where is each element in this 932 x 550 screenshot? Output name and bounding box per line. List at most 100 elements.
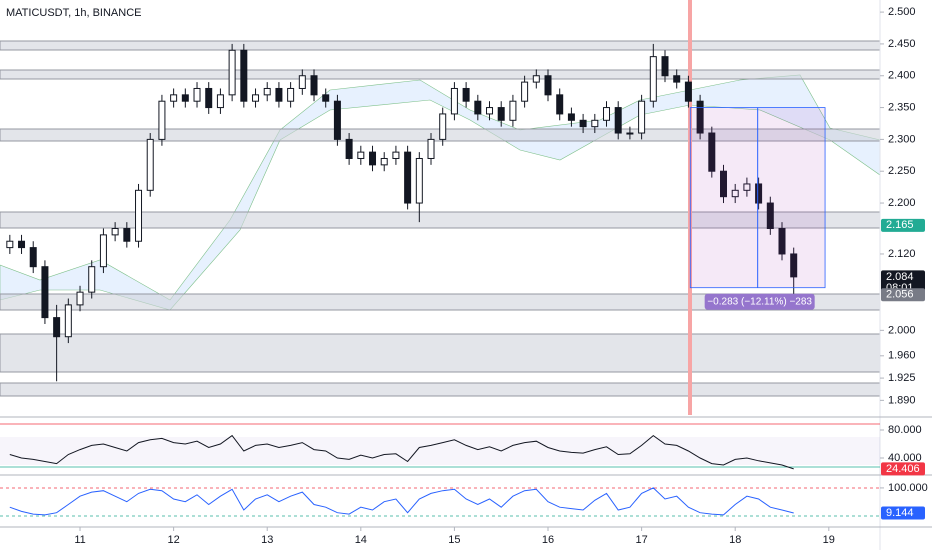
candle-body bbox=[497, 107, 505, 121]
candle-body bbox=[380, 157, 388, 166]
candle-body bbox=[708, 132, 716, 172]
candle-body bbox=[614, 107, 622, 134]
candle-body bbox=[579, 119, 587, 128]
candle-body bbox=[287, 87, 295, 102]
x-tick-label: 13 bbox=[261, 534, 273, 546]
candle-body bbox=[486, 107, 494, 115]
candle-body bbox=[684, 81, 692, 102]
candle-body bbox=[450, 87, 458, 115]
candle-body bbox=[521, 81, 529, 102]
candle-body bbox=[649, 56, 657, 102]
y-tick-label: 1.890 bbox=[888, 394, 916, 406]
price-tag: 2.084 bbox=[886, 271, 914, 283]
candle-body bbox=[29, 247, 37, 268]
y-tick-label: 2.450 bbox=[888, 38, 916, 50]
x-tick-label: 12 bbox=[167, 534, 179, 546]
price-tag-bg bbox=[881, 462, 925, 476]
price-tag: 2.165 bbox=[886, 219, 914, 231]
candle-body bbox=[322, 94, 330, 102]
x-tick-label: 17 bbox=[635, 534, 647, 546]
candle-body bbox=[439, 113, 447, 140]
y-tick-label: 80.000 bbox=[888, 424, 922, 436]
x-tick-label: 19 bbox=[823, 534, 835, 546]
candle-body bbox=[415, 157, 423, 204]
candle-body bbox=[638, 100, 646, 134]
price-tag: 24.406 bbox=[886, 463, 920, 475]
candle-body bbox=[310, 75, 318, 96]
candle-body bbox=[88, 266, 96, 293]
candle-body bbox=[357, 151, 365, 159]
candle-body bbox=[556, 94, 564, 115]
candle-body bbox=[252, 94, 260, 102]
x-tick-label: 11 bbox=[74, 534, 85, 546]
candle-body bbox=[240, 49, 248, 102]
candle-body bbox=[76, 291, 84, 306]
zones bbox=[0, 40, 881, 397]
zone bbox=[0, 333, 881, 373]
candle-body bbox=[333, 100, 341, 140]
x-tick-label: 14 bbox=[355, 534, 367, 546]
y-tick-label: 100.000 bbox=[888, 482, 928, 494]
candle-body bbox=[462, 87, 470, 102]
candle-body bbox=[474, 100, 482, 115]
y-tick-label: 1.960 bbox=[888, 350, 916, 362]
candle-body bbox=[603, 107, 611, 121]
candle-body bbox=[392, 151, 400, 159]
candle-body bbox=[673, 75, 681, 83]
candle-body bbox=[6, 240, 14, 249]
rsi-band bbox=[0, 437, 880, 465]
candle-body bbox=[369, 151, 377, 166]
y-tick-label: 2.200 bbox=[888, 197, 916, 209]
candle-body bbox=[146, 138, 154, 191]
candle-body bbox=[158, 100, 166, 140]
candle-body bbox=[404, 151, 412, 204]
candle-body bbox=[64, 304, 72, 338]
price-tag: 9.144 bbox=[886, 507, 914, 519]
y-tick-label: 2.120 bbox=[888, 248, 916, 260]
candle-body bbox=[743, 183, 751, 191]
candle-body bbox=[755, 183, 763, 204]
y-tick-label: 1.925 bbox=[888, 372, 916, 384]
candle-body bbox=[720, 170, 728, 198]
candle-body bbox=[111, 228, 119, 236]
price-tag-bg bbox=[881, 218, 925, 232]
candle-body bbox=[778, 228, 786, 255]
candle-body bbox=[509, 100, 517, 121]
candle-body bbox=[193, 87, 201, 102]
indicator-line bbox=[9, 487, 794, 516]
candle-body bbox=[123, 228, 131, 242]
candle-body bbox=[532, 75, 540, 83]
measure-label-bg bbox=[704, 293, 815, 310]
candle-body bbox=[544, 75, 552, 96]
y-tick-label: 2.500 bbox=[888, 6, 916, 18]
candle-body bbox=[18, 240, 26, 249]
candle-body bbox=[205, 87, 213, 109]
candle-body bbox=[696, 100, 704, 134]
zone bbox=[0, 69, 881, 80]
candle-body bbox=[626, 132, 634, 135]
measure-label: −0.283 (−12.11%) −283 bbox=[707, 296, 812, 307]
candle-body bbox=[228, 49, 236, 96]
candle-body bbox=[99, 234, 107, 268]
candle-body bbox=[216, 94, 224, 109]
candle-body bbox=[591, 119, 599, 128]
candle-body bbox=[135, 189, 143, 242]
y-tick-label: 40.000 bbox=[888, 452, 922, 464]
chart-title: MATICUSDT, 1h, BINANCE bbox=[6, 7, 142, 19]
y-tick-label: 2.300 bbox=[888, 133, 916, 145]
zone bbox=[0, 40, 881, 51]
price-tag-bg bbox=[881, 506, 925, 520]
candle-body bbox=[731, 189, 739, 198]
candle-body bbox=[567, 113, 575, 121]
y-tick-label: 2.400 bbox=[888, 70, 916, 82]
candle-body bbox=[661, 56, 669, 77]
price-tag: 2.056 bbox=[886, 289, 914, 301]
x-tick-label: 18 bbox=[729, 534, 741, 546]
indicator-line bbox=[9, 434, 794, 470]
x-tick-label: 15 bbox=[448, 534, 460, 546]
y-tick-label: 2.000 bbox=[888, 324, 916, 336]
y-tick-label: 2.350 bbox=[888, 101, 916, 113]
candle-body bbox=[790, 253, 798, 278]
candle-body bbox=[345, 138, 353, 159]
